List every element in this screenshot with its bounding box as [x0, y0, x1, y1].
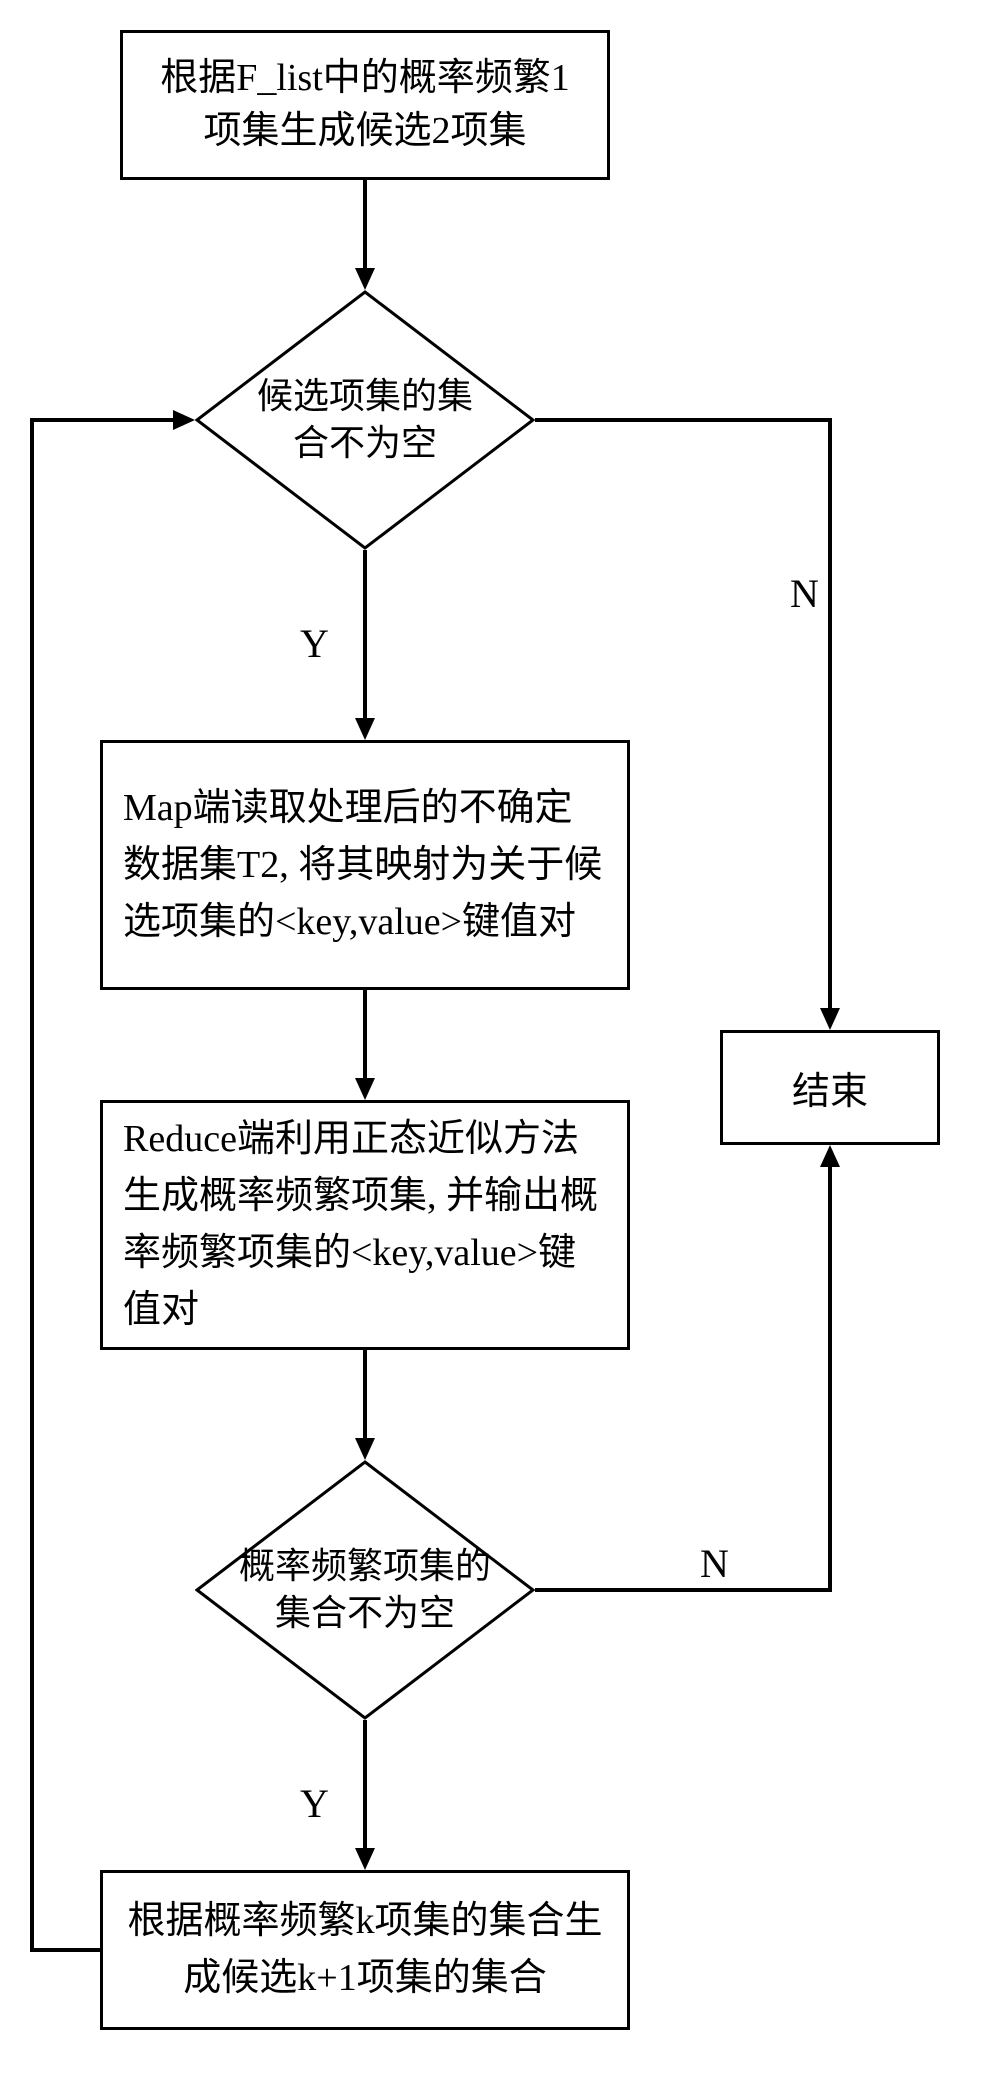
- edge-label-n1: N: [790, 570, 819, 617]
- node-gen-next-text: 根据概率频繁k项集的集合生成候选k+1项集的集合: [123, 1893, 607, 2007]
- arrowhead-map-reduce: [355, 1078, 375, 1100]
- node-start: 根据F_list中的概率频繁1项集生成候选2项集: [120, 30, 610, 180]
- edge-back-v: [30, 418, 34, 1952]
- edge-decision2-end-v: [828, 1167, 832, 1592]
- edge-start-decision1: [363, 180, 367, 270]
- node-map-text: Map端读取处理后的不确定数据集T2, 将其映射为关于候选项集的<key,val…: [123, 780, 607, 951]
- edge-decision1-end-v: [828, 418, 832, 1010]
- node-end: 结束: [720, 1030, 940, 1145]
- node-decision1-text: 候选项集的集合不为空: [245, 373, 485, 467]
- arrowhead-decision2-gennext: [355, 1848, 375, 1870]
- arrowhead-start-decision1: [355, 268, 375, 290]
- node-reduce: Reduce端利用正态近似方法生成概率频繁项集, 并输出概率频繁项集的<key,…: [100, 1100, 630, 1350]
- node-decision2-text: 概率频繁项集的集合不为空: [235, 1543, 495, 1637]
- edge-back-h1: [30, 1948, 100, 1952]
- arrowhead-reduce-decision2: [355, 1438, 375, 1460]
- node-map: Map端读取处理后的不确定数据集T2, 将其映射为关于候选项集的<key,val…: [100, 740, 630, 990]
- arrowhead-decision2-end: [820, 1145, 840, 1167]
- node-start-text: 根据F_list中的概率频繁1项集生成候选2项集: [143, 52, 587, 158]
- edge-label-y1: Y: [300, 620, 329, 667]
- edge-decision2-gennext: [363, 1720, 367, 1850]
- edge-label-y2: Y: [300, 1780, 329, 1827]
- edge-reduce-decision2: [363, 1350, 367, 1440]
- node-end-text: 结束: [792, 1060, 868, 1115]
- edge-decision2-end-h: [535, 1588, 832, 1592]
- node-reduce-text: Reduce端利用正态近似方法生成概率频繁项集, 并输出概率频繁项集的<key,…: [123, 1111, 607, 1339]
- arrowhead-decision1-end: [820, 1008, 840, 1030]
- edge-decision1-map: [363, 550, 367, 720]
- node-decision1: 候选项集的集合不为空: [195, 290, 535, 550]
- edge-label-n2: N: [700, 1540, 729, 1587]
- arrowhead-decision1-map: [355, 718, 375, 740]
- edge-map-reduce: [363, 990, 367, 1080]
- edge-back-h2: [30, 418, 175, 422]
- arrowhead-back: [173, 410, 195, 430]
- node-decision2: 概率频繁项集的集合不为空: [195, 1460, 535, 1720]
- node-gen-next: 根据概率频繁k项集的集合生成候选k+1项集的集合: [100, 1870, 630, 2030]
- edge-decision1-end-h: [535, 418, 830, 422]
